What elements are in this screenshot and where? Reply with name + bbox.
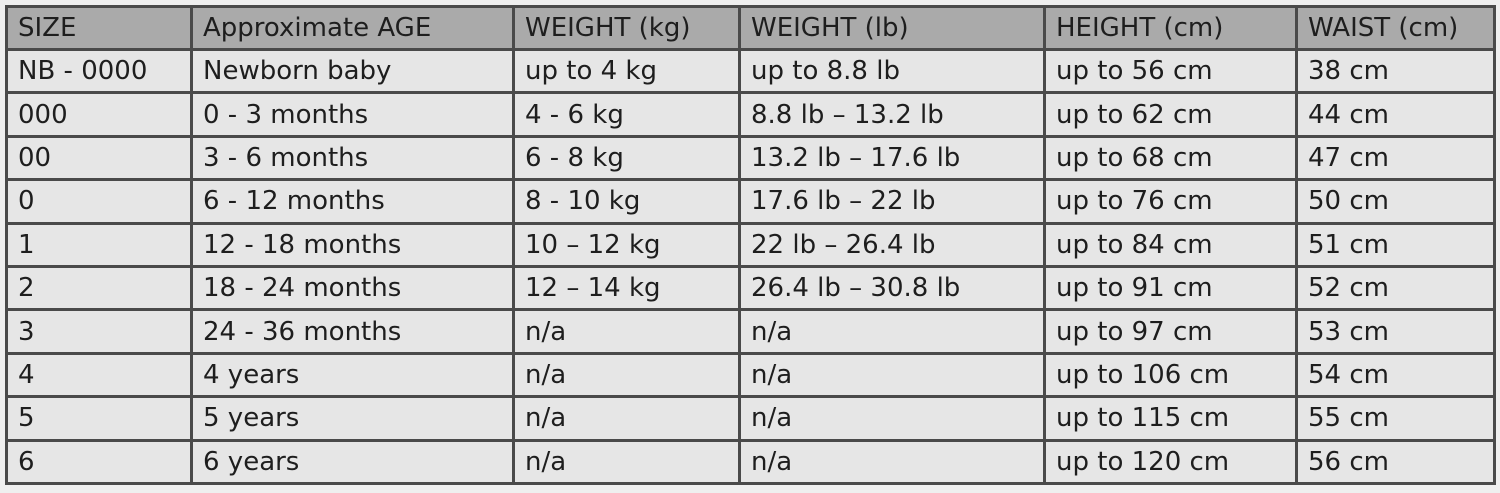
cell-size: 5 [5,395,193,442]
cell-height-cm: up to 97 cm [1043,308,1298,355]
column-header-weight-kg: WEIGHT (kg) [512,5,741,51]
cell-weight-lb: 8.8 lb – 13.2 lb [738,91,1046,138]
cell-waist-cm: 44 cm [1295,91,1496,138]
cell-weight-kg: n/a [512,438,741,486]
column-header-size: SIZE [5,5,193,51]
header-row: SIZE Approximate AGE WEIGHT (kg) WEIGHT (lb… [5,5,1496,51]
cell-height-cm: up to 106 cm [1043,351,1298,399]
cell-waist-cm: 55 cm [1295,395,1496,442]
cell-weight-lb: n/a [738,351,1046,399]
cell-waist-cm: 47 cm [1295,134,1496,182]
table-row: 3 24 - 36 months n/a n/a up to 97 cm 53 cm [5,308,1496,355]
cell-age: 0 - 3 months [190,91,515,138]
cell-waist-cm: 38 cm [1295,47,1496,95]
cell-weight-lb: 26.4 lb – 30.8 lb [738,264,1046,312]
table-row: 00 3 - 6 months 6 - 8 kg 13.2 lb – 17.6 lb u… [5,134,1496,182]
cell-age: 6 - 12 months [190,178,515,225]
cell-weight-kg: 10 – 12 kg [512,221,741,268]
cell-size: 4 [5,351,193,399]
cell-waist-cm: 56 cm [1295,438,1496,486]
cell-height-cm: up to 76 cm [1043,178,1298,225]
cell-weight-lb: 17.6 lb – 22 lb [738,178,1046,225]
cell-age: 24 - 36 months [190,308,515,355]
cell-weight-lb: 13.2 lb – 17.6 lb [738,134,1046,182]
cell-weight-kg: 12 – 14 kg [512,264,741,312]
table-row: 1 12 - 18 months 10 – 12 kg 22 lb – 26.4 lb… [5,221,1496,268]
cell-height-cm: up to 56 cm [1043,47,1298,95]
cell-age: 5 years [190,395,515,442]
cell-size: 3 [5,308,193,355]
cell-age: 12 - 18 months [190,221,515,268]
cell-weight-kg: n/a [512,351,741,399]
table-row: 000 0 - 3 months 4 - 6 kg 8.8 lb – 13.2 lb u… [5,91,1496,138]
table-row: NB - 0000 Newborn baby up to 4 kg up to 8.8… [5,47,1496,95]
cell-height-cm: up to 115 cm [1043,395,1298,442]
cell-age: Newborn baby [190,47,515,95]
cell-age: 18 - 24 months [190,264,515,312]
cell-age: 4 years [190,351,515,399]
size-chart-table: SIZE Approximate AGE WEIGHT (kg) WEIGHT (lb… [5,5,1496,486]
cell-size: 6 [5,438,193,486]
cell-height-cm: up to 91 cm [1043,264,1298,312]
cell-height-cm: up to 120 cm [1043,438,1298,486]
cell-weight-lb: n/a [738,438,1046,486]
cell-weight-lb: n/a [738,308,1046,355]
cell-size: 1 [5,221,193,268]
cell-weight-kg: n/a [512,308,741,355]
cell-weight-lb: up to 8.8 lb [738,47,1046,95]
column-header-age: Approximate AGE [190,5,515,51]
cell-waist-cm: 52 cm [1295,264,1496,312]
cell-weight-kg: 4 - 6 kg [512,91,741,138]
cell-height-cm: up to 84 cm [1043,221,1298,268]
cell-weight-kg: 8 - 10 kg [512,178,741,225]
table-row: 2 18 - 24 months 12 – 14 kg 26.4 lb – 30.8 … [5,264,1496,312]
cell-height-cm: up to 62 cm [1043,91,1298,138]
cell-weight-lb: n/a [738,395,1046,442]
cell-waist-cm: 53 cm [1295,308,1496,355]
cell-weight-kg: up to 4 kg [512,47,741,95]
cell-age: 3 - 6 months [190,134,515,182]
cell-weight-kg: 6 - 8 kg [512,134,741,182]
column-header-height-cm: HEIGHT (cm) [1043,5,1298,51]
column-header-weight-lb: WEIGHT (lb) [738,5,1046,51]
column-header-waist-cm: WAIST (cm) [1295,5,1496,51]
cell-size: 000 [5,91,193,138]
cell-weight-kg: n/a [512,395,741,442]
cell-waist-cm: 51 cm [1295,221,1496,268]
cell-size: NB - 0000 [5,47,193,95]
cell-size: 0 [5,178,193,225]
cell-waist-cm: 54 cm [1295,351,1496,399]
cell-size: 2 [5,264,193,312]
cell-weight-lb: 22 lb – 26.4 lb [738,221,1046,268]
cell-age: 6 years [190,438,515,486]
cell-size: 00 [5,134,193,182]
cell-waist-cm: 50 cm [1295,178,1496,225]
cell-height-cm: up to 68 cm [1043,134,1298,182]
